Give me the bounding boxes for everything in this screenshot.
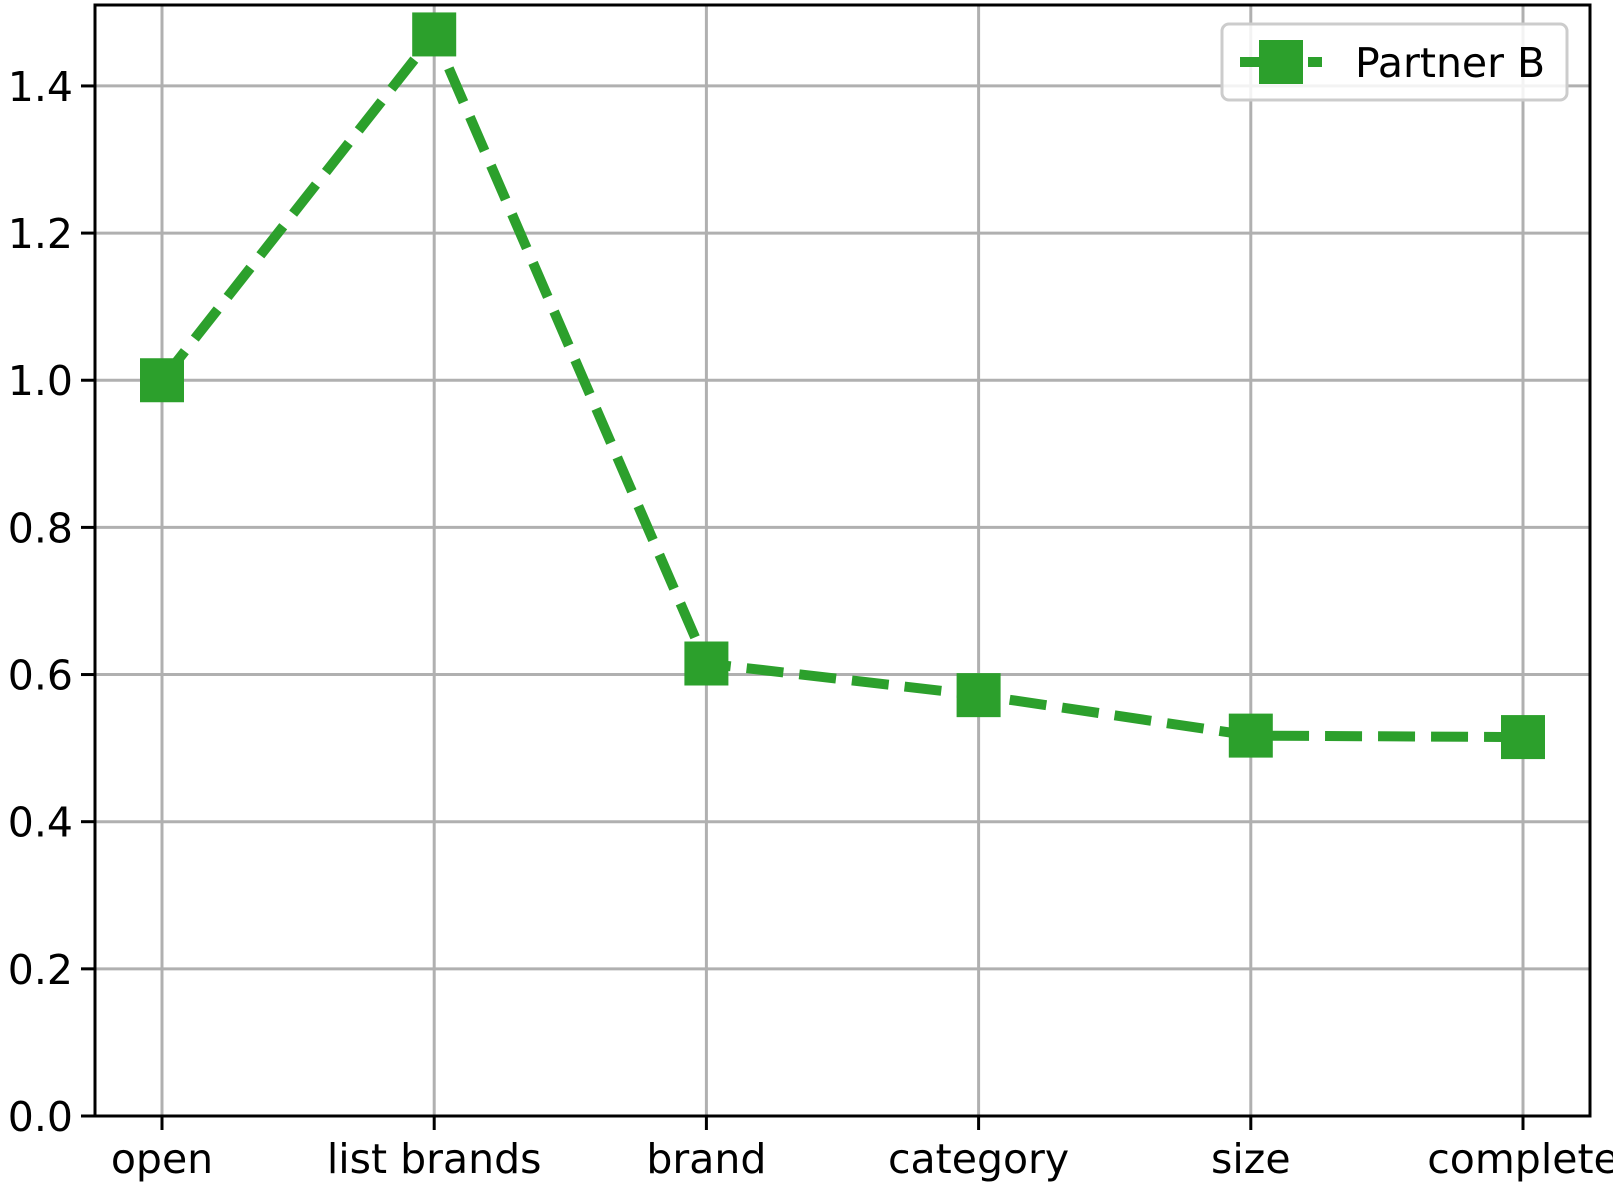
y-grid-lines (95, 84, 1590, 1118)
data-point-marker (140, 358, 184, 403)
y-tick-label: 0.6 (8, 652, 73, 700)
y-tick-label: 0.8 (8, 504, 73, 552)
x-grid-lines (160, 5, 1525, 1116)
legend-label: Partner B (1355, 39, 1545, 87)
x-axis: open list brands brand category size complete (111, 1116, 1613, 1183)
x-tick-label: list brands (327, 1135, 542, 1183)
data-point-marker (1501, 715, 1545, 760)
y-tick-label: 1.2 (8, 210, 73, 258)
x-tick-label: brand (646, 1135, 766, 1183)
legend-marker-swatch (1259, 40, 1303, 84)
y-tick-label: 1.0 (8, 357, 73, 405)
x-tick-label: size (1211, 1135, 1291, 1183)
x-tick-label: complete (1427, 1135, 1613, 1183)
x-tick-label: category (888, 1135, 1069, 1183)
y-axis: 0.0 0.2 0.4 0.6 0.8 1.0 1.2 1.4 (8, 63, 95, 1141)
y-tick-label: 0.0 (8, 1093, 73, 1141)
data-point-marker (684, 641, 729, 686)
series-line (158, 29, 1524, 743)
x-tick-label: open (111, 1135, 213, 1183)
y-tick-label: 1.4 (8, 63, 73, 111)
y-tick-label: 0.2 (8, 946, 73, 994)
data-point-marker (1228, 713, 1273, 758)
data-point-marker (956, 673, 1001, 718)
series-layer (140, 12, 1545, 760)
data-point-marker (412, 12, 457, 57)
legend-box (1220, 22, 1569, 102)
y-tick-label: 0.4 (8, 799, 73, 847)
plot-area-frame (93, 3, 1592, 1118)
legend: Partner B (1220, 22, 1569, 102)
